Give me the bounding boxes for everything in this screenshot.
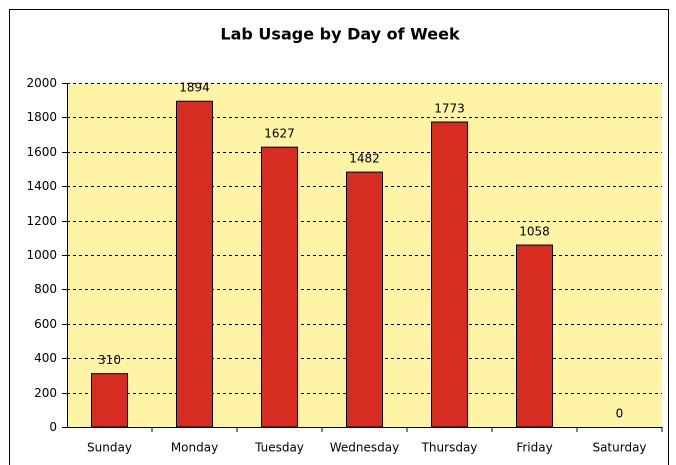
bar [176, 100, 213, 428]
y-tick-label: 600 [34, 317, 57, 331]
x-tick-label: Tuesday [254, 441, 304, 455]
x-tick-label: Saturday [592, 441, 646, 455]
y-tick-label: 200 [34, 386, 57, 400]
y-tick-label: 2000 [26, 76, 57, 90]
data-label: 1773 [434, 102, 465, 116]
y-tick-label: 1600 [26, 145, 57, 159]
data-label: 1482 [349, 152, 380, 166]
bar [516, 244, 553, 428]
bar [261, 146, 298, 428]
x-tick-label: Sunday [87, 441, 132, 455]
x-tick-label: Wednesday [330, 441, 399, 455]
y-tick-label: 1400 [26, 179, 57, 193]
y-tick-label: 1000 [26, 248, 57, 262]
y-tick-label: 1800 [26, 110, 57, 124]
data-label: 310 [98, 353, 121, 367]
y-tick-label: 800 [34, 282, 57, 296]
y-tick-label: 1200 [26, 214, 57, 228]
x-tick-label: Thursday [421, 441, 478, 455]
x-tick-label: Monday [171, 441, 218, 455]
bar [431, 121, 468, 428]
data-label: 1058 [519, 225, 550, 239]
data-label: 0 [616, 407, 624, 421]
data-label: 1627 [264, 127, 295, 141]
y-tick-label: 400 [34, 351, 57, 365]
bar [91, 373, 128, 428]
x-tick-label: Friday [516, 441, 552, 455]
y-tick-label: 0 [49, 420, 57, 434]
bar [346, 171, 383, 428]
data-label: 1894 [179, 81, 210, 95]
chart-title: Lab Usage by Day of Week [220, 25, 460, 44]
